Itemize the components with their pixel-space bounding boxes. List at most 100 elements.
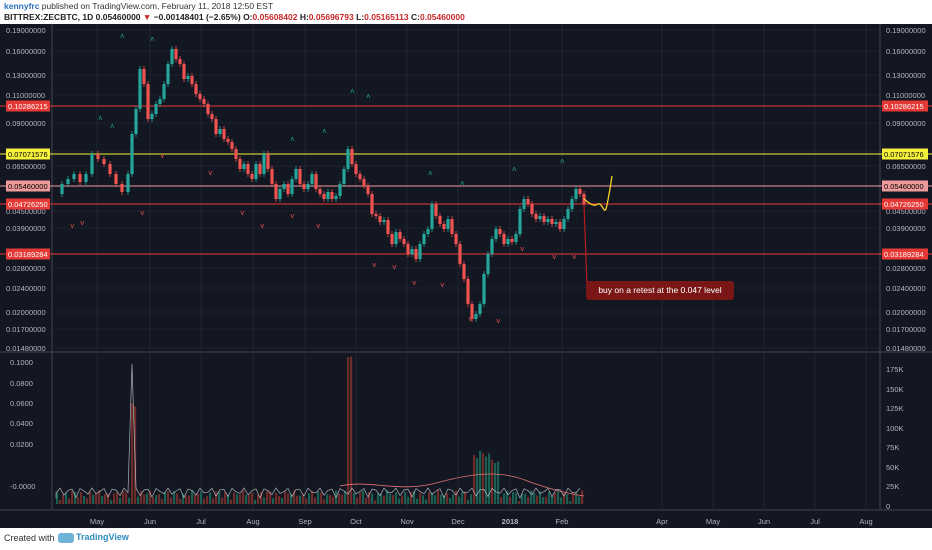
volume-tick-right: 25K	[886, 482, 899, 491]
candle-body	[450, 219, 454, 234]
volume-tick-right: 0	[886, 502, 890, 511]
volume-bar	[263, 497, 266, 504]
volume-bar	[500, 496, 503, 504]
candle-body	[350, 149, 354, 164]
volume-bar	[497, 461, 500, 504]
volume-bar	[461, 491, 464, 504]
volume-bar	[206, 495, 209, 504]
candle-body	[526, 199, 530, 204]
sell-marker: ˅	[160, 152, 165, 161]
candle-body	[550, 219, 554, 224]
level-tag-left-text: 0.10286215	[8, 102, 48, 111]
candle-body	[458, 244, 462, 264]
volume-bar	[410, 491, 413, 504]
volume-bar	[71, 490, 74, 504]
volume-bar	[95, 493, 98, 504]
volume-bar	[467, 499, 470, 504]
volume-bar	[257, 494, 260, 504]
sell-marker: ˅	[520, 245, 525, 254]
volume-bar	[494, 463, 497, 504]
candle-body	[114, 174, 118, 184]
candle-body	[418, 244, 422, 259]
tradingview-logo[interactable]: TradingView	[58, 532, 129, 543]
volume-bar	[515, 492, 518, 504]
volume-bar	[308, 493, 311, 504]
volume-bar	[323, 499, 326, 504]
volume-line	[55, 363, 581, 499]
volume-bar	[371, 493, 374, 504]
chart-canvas[interactable]: 0.19000000 0.19000000 0.16000000 0.16000000…	[0, 24, 932, 528]
volume-bar	[299, 495, 302, 504]
candle-body	[96, 154, 100, 159]
level-tag-left	[6, 198, 50, 210]
price-tick-left: 0.02400000	[6, 284, 46, 293]
price-tick-right: 0.03900000	[886, 224, 926, 233]
volume-bar	[131, 403, 134, 504]
candle-body	[390, 234, 394, 244]
price-tick-right: 0.02000000	[886, 308, 926, 317]
volume-bar	[542, 497, 545, 504]
author-link[interactable]: kennyfrc	[4, 1, 40, 11]
volume-bar	[422, 495, 425, 504]
volume-tick-left: 0.0600	[10, 399, 33, 408]
volume-bar	[557, 490, 560, 504]
volume-bar	[359, 492, 362, 504]
volume-bar	[248, 494, 251, 504]
volume-bar	[485, 456, 488, 504]
candle-body	[466, 279, 470, 304]
volume-bar	[218, 491, 221, 504]
volume-bar	[164, 492, 167, 504]
volume-bar	[278, 496, 281, 504]
volume-bar	[128, 497, 131, 504]
candle-body	[338, 184, 342, 196]
volume-tick-right: 75K	[886, 443, 899, 452]
candle-body	[270, 169, 274, 184]
level-tag-right-text: 0.10286215	[884, 102, 924, 111]
candle-body	[402, 239, 406, 244]
chart-area[interactable]: 0.19000000 0.19000000 0.16000000 0.16000000…	[0, 24, 932, 528]
volume-bar	[125, 492, 128, 504]
candle-body	[138, 69, 142, 109]
volume-bar	[536, 495, 539, 504]
volume-bar	[188, 495, 191, 504]
trade-annotation[interactable]: buy on a retest at the 0.047 level	[586, 281, 734, 300]
volume-bar	[287, 493, 290, 504]
candle-body	[174, 49, 178, 59]
candle-body	[366, 186, 370, 194]
volume-bar	[317, 491, 320, 504]
volume-bar	[440, 494, 443, 504]
candle-body	[238, 159, 242, 169]
candle-body	[578, 189, 582, 194]
volume-bar	[416, 498, 419, 504]
annotation-pointer	[583, 205, 588, 286]
volume-bar	[518, 501, 521, 504]
volume-bar	[383, 495, 386, 504]
candle-body	[318, 189, 322, 194]
sell-marker: ˅	[260, 222, 265, 231]
candle-body	[398, 232, 402, 239]
volume-bar	[185, 495, 188, 504]
volume-bar	[113, 493, 116, 504]
volume-bar	[344, 491, 347, 504]
volume-bar	[272, 498, 275, 504]
volume-tick-left: 0.1000	[10, 358, 33, 367]
candle-body	[498, 229, 502, 234]
time-tick: Oct	[350, 517, 363, 526]
candle-body	[386, 220, 390, 234]
volume-bar	[296, 495, 299, 504]
sell-marker: ˅	[70, 222, 75, 231]
volume-bar	[506, 490, 509, 504]
sell-marker: ˅	[316, 222, 321, 231]
price-tick-right: 0.02400000	[886, 284, 926, 293]
volume-bar	[170, 497, 173, 504]
candle-body	[334, 196, 338, 199]
price-tick-left: 0.04500000	[6, 207, 46, 216]
candle-body	[506, 239, 510, 244]
price-tick-right: 0.13000000	[886, 71, 926, 80]
volume-bar	[425, 499, 428, 504]
volume-bar	[332, 496, 335, 504]
volume-bar	[176, 493, 179, 504]
candle-body	[274, 184, 278, 199]
sell-marker: ˅	[290, 212, 295, 221]
candle-body	[102, 159, 106, 164]
